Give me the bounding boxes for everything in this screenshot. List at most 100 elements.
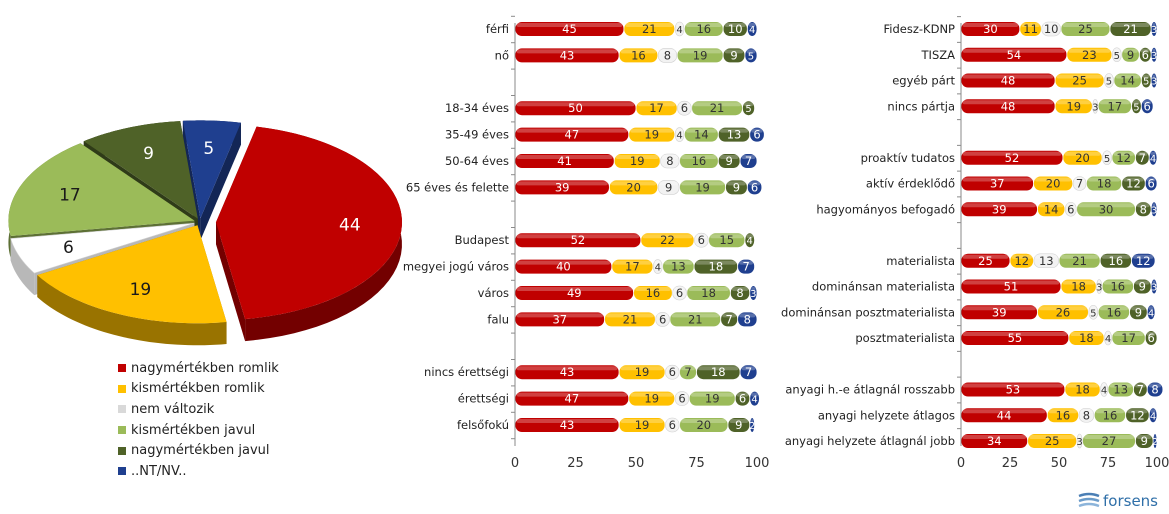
bar-segment — [1010, 253, 1034, 268]
bar-segment-shine — [1123, 177, 1144, 182]
bar-value-label: 19 — [635, 418, 650, 432]
bar-value-label: 18 — [1097, 177, 1112, 191]
bar-value-label: 9 — [1141, 434, 1148, 448]
bar-value-label: 6 — [753, 128, 760, 142]
bar-segment-shine — [722, 313, 737, 318]
bar-segment-shine — [678, 49, 722, 54]
bar-segment — [679, 418, 728, 432]
bar-value-label: 8 — [744, 312, 751, 326]
bar-segment-shine — [1087, 177, 1121, 182]
bar-segment — [1067, 47, 1112, 62]
bar-segment — [1100, 382, 1108, 397]
bar-segment-shine — [1064, 151, 1101, 156]
bar-value-label: 9 — [1127, 48, 1134, 62]
bar-value-label: 6 — [1067, 202, 1074, 216]
bar-segment-shine — [1066, 203, 1076, 208]
bar-value-label: 14 — [694, 128, 709, 142]
bar-value-label: 22 — [660, 233, 675, 247]
bar-value-label: 12 — [1014, 254, 1029, 268]
bar-segment-shine — [1097, 280, 1101, 285]
pie-slice-label: 44 — [339, 216, 361, 236]
bar-segment-shine — [656, 313, 669, 318]
bar-segment-shine — [1148, 383, 1162, 388]
bar-segment-shine — [678, 102, 691, 107]
bar-segment — [1088, 304, 1099, 320]
bar-segment-shine — [637, 102, 676, 107]
bar-segment-shine — [1035, 177, 1072, 182]
bar-segment-shine — [693, 102, 741, 107]
bar-value-label: 18 — [709, 260, 724, 274]
pie-slice — [182, 120, 241, 219]
legend-item-3: kismértékben javul — [118, 420, 279, 441]
bar-value-label: 7 — [1076, 177, 1083, 191]
bar-value-label: 6 — [1147, 177, 1154, 191]
bar-segment-shine — [1103, 151, 1111, 156]
bar-value-label: 6 — [1144, 99, 1151, 113]
bar-segment — [1151, 73, 1157, 88]
bar-segment-shine — [1152, 280, 1156, 285]
bar-segment — [1082, 434, 1136, 448]
bar-value-label: 9 — [735, 418, 742, 432]
bar-segment-shine — [1099, 306, 1129, 311]
bar-value-label: 51 — [1004, 280, 1019, 294]
bar-segment-shine — [613, 260, 652, 265]
bar-segment — [1131, 253, 1155, 268]
category-label: 18-34 éves — [445, 101, 509, 115]
bar-value-label: 19 — [1066, 99, 1081, 113]
bar-segment — [629, 391, 675, 406]
bar-segment — [1059, 253, 1100, 268]
bar-segment — [515, 286, 634, 300]
bar-segment-shine — [610, 181, 657, 186]
bar-segment-shine — [962, 48, 1066, 53]
logo-text: forsens — [1103, 492, 1158, 510]
bar-segment-shine — [724, 49, 744, 54]
bar-segment — [674, 391, 690, 406]
legend-label: nagymértékben romlik — [131, 360, 279, 376]
bar-segment — [609, 180, 658, 195]
bar-value-label: 7 — [742, 260, 749, 274]
bar-value-label: 18 — [1075, 383, 1090, 397]
bar-segment — [740, 365, 757, 380]
category-label: 65 éves és felette — [406, 180, 509, 194]
category-label: nincs érettségi — [424, 365, 509, 379]
pie-slice-label: 5 — [203, 139, 214, 159]
bar-value-label: 7 — [684, 365, 691, 379]
bar-value-label: 4 — [1105, 334, 1111, 345]
bar-value-label: 4 — [749, 25, 755, 36]
category-label: nő — [495, 48, 509, 62]
bar-segment-shine — [615, 155, 659, 159]
bar-segment-shine — [1089, 306, 1097, 311]
bar-segment-shine — [962, 383, 1064, 388]
bar-segment — [1147, 305, 1155, 320]
bar-value-label: 25 — [1072, 74, 1087, 88]
bar-segment — [684, 22, 723, 36]
bar-segment — [738, 259, 755, 274]
bar-segment-shine — [1113, 48, 1121, 53]
bar-value-label: 3 — [1092, 102, 1098, 113]
bar-value-label: 5 — [748, 51, 754, 62]
category-label: egyéb párt — [892, 74, 955, 88]
bar-value-label: 3 — [1151, 25, 1157, 36]
bar-segment-shine — [516, 287, 633, 291]
bar-value-label: 45 — [562, 22, 577, 36]
pie-slice-wall — [215, 222, 246, 342]
legend-item-2: nem változik — [118, 399, 279, 420]
bar-segment-shine — [962, 23, 1019, 27]
bar-value-label: 13 — [1113, 383, 1128, 397]
bar-segment-shine — [1060, 254, 1099, 259]
bar-value-label: 48 — [1001, 99, 1016, 113]
bar-value-label: 30 — [1099, 202, 1114, 216]
bar-segment-shine — [620, 419, 664, 423]
bar-segment — [1131, 99, 1141, 114]
category-label: anyagi helyzete átlagnál jobb — [785, 434, 955, 448]
bar-segment — [1061, 279, 1096, 294]
bar-segment-shine — [673, 287, 686, 291]
bar-segment-shine — [516, 49, 618, 54]
bar-segment-shine — [1142, 74, 1150, 79]
bar-segment — [515, 48, 619, 63]
bar-segment-shine — [516, 128, 628, 133]
bar-segment-shine — [620, 366, 664, 371]
bar-segment — [1112, 150, 1136, 165]
bar-value-label: 18 — [711, 365, 726, 379]
